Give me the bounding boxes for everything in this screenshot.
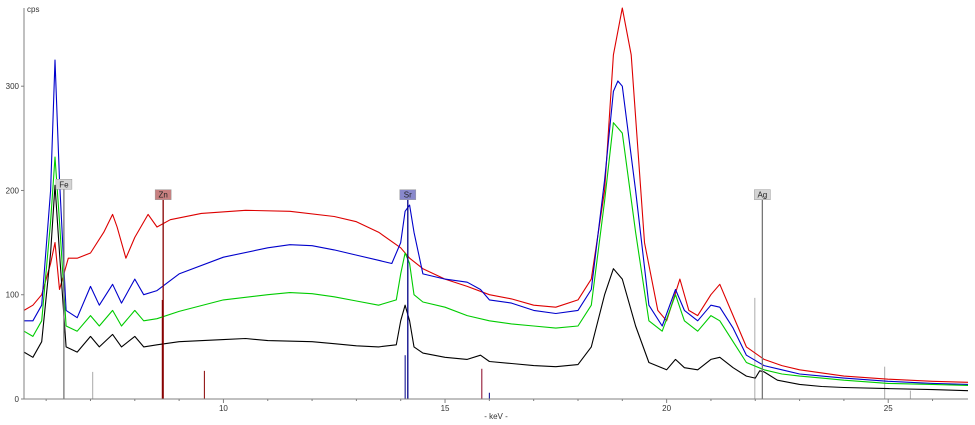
marker-label-fe: Fe — [59, 180, 69, 189]
y-tick-label-300: 300 — [6, 82, 20, 91]
marker-label-bg-ag — [754, 189, 771, 200]
y-tick-label-0: 0 — [15, 395, 20, 404]
reference-lines — [92, 297, 911, 399]
x-axis-ticks: 10 15 20 25 — [45, 399, 934, 413]
element-markers: Fe Zn Sr Ag — [55, 179, 771, 399]
series-line-2 — [23, 122, 969, 386]
series-line-1 — [24, 59, 969, 385]
y-tick-label-100: 100 — [6, 291, 20, 300]
series-line-0 — [23, 7, 969, 383]
series-line-3 — [23, 184, 969, 392]
marker-label-zn: Zn — [158, 191, 167, 200]
marker-label-ag: Ag — [757, 191, 767, 200]
spectrum-series — [23, 7, 969, 392]
marker-label-bg-sr — [399, 189, 417, 200]
marker-label-bg-zn — [154, 189, 172, 200]
x-tick-label-20: 20 — [662, 404, 671, 413]
y-tick-label-200: 200 — [6, 186, 20, 195]
y-axis-label: cps — [27, 5, 39, 14]
x-tick-label-25: 25 — [884, 404, 893, 413]
x-tick-label-15: 15 — [441, 404, 450, 413]
x-axis-label: - keV - — [484, 412, 508, 421]
marker-label-bg-fe — [55, 179, 73, 190]
y-axis-ticks: 0 100 200 300 — [6, 82, 24, 404]
x-tick-label-10: 10 — [219, 404, 228, 413]
marker-label-sr: Sr — [404, 191, 412, 200]
